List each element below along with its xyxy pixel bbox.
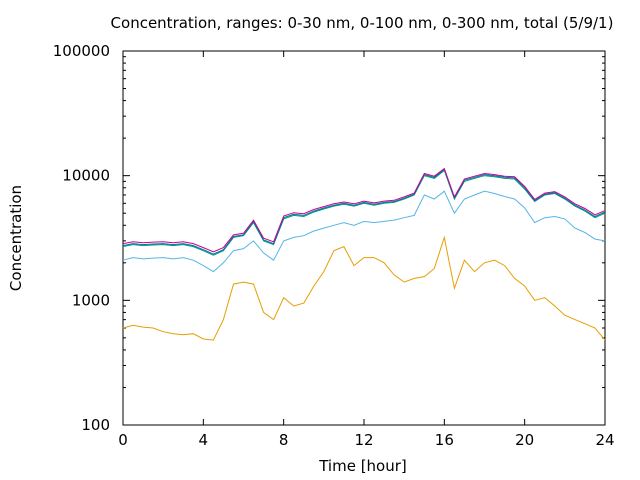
y-tick-label: 1000 <box>72 291 110 309</box>
x-tick-label: 0 <box>118 431 128 449</box>
y-tick-label: 10000 <box>62 167 110 185</box>
x-tick-label: 12 <box>354 431 373 449</box>
y-tick-label: 100000 <box>53 42 110 60</box>
chart-title: Concentration, ranges: 0-30 nm, 0-100 nm… <box>111 14 614 32</box>
y-tick-label: 100 <box>81 416 110 434</box>
axis-ticks: 0 4 8 12 16 20 24 100 1000 10000 100000 <box>53 42 615 449</box>
x-tick-label: 20 <box>515 431 534 449</box>
x-tick-label: 24 <box>595 431 614 449</box>
x-tick-label: 8 <box>279 431 289 449</box>
series-group <box>122 167 606 341</box>
series-line-1 <box>122 190 606 273</box>
series-line-4 <box>122 167 606 253</box>
x-axis-label: Time [hour] <box>318 457 407 475</box>
x-tick-label: 4 <box>199 431 209 449</box>
series-line-2 <box>122 169 606 256</box>
series-line-0 <box>122 235 606 341</box>
y-axis-label: Concentration <box>7 185 25 291</box>
plot-frame <box>122 50 606 426</box>
series-line-3 <box>122 168 606 255</box>
x-tick-label: 16 <box>435 431 454 449</box>
